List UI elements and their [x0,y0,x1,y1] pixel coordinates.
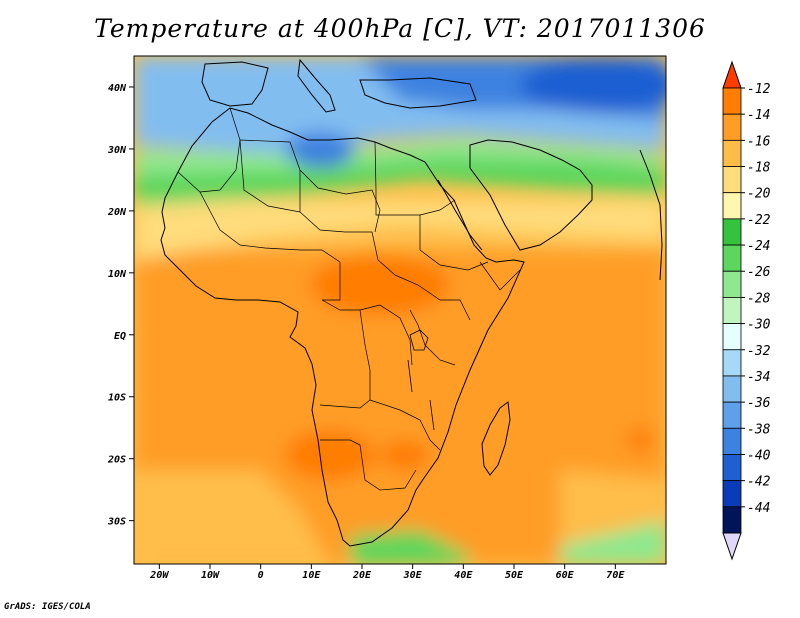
temp-region-4 [626,428,654,452]
temp-region-9 [134,140,666,175]
lake-malawi [429,399,435,431]
lat-tick-label: EQ [114,331,126,342]
lat-tick-label: 40N [108,83,127,94]
colorbar-swatch [722,454,742,482]
colorbar-swatch [722,218,742,246]
colorbar-swatch [722,401,742,429]
colorbar-swatch [722,192,742,220]
colorbar-label: -28 [747,291,771,306]
map-title: Temperature at 400hPa [C], VT: 201701130… [94,14,706,43]
colorbar-swatch [722,244,742,272]
map-axes: 20W 10W 0 10E 20E 30E 40E 50E 60E 70E 40N 30N 20N 10N… [107,83,625,581]
colorbar-label: -36 [747,396,771,411]
india-coastline [639,149,663,281]
coastlines [160,58,663,547]
colorbar-label: -42 [747,475,771,490]
colorbar-label: -34 [747,370,770,385]
madagascar-coastline [481,401,511,476]
colorbar-swatch [722,427,742,455]
colorbar-label: -22 [747,213,771,228]
colorbar-label: -40 [747,448,771,463]
colorbar-label: -44 [747,501,770,516]
colorbar-label: -30 [747,318,771,333]
temp-region-6 [134,200,666,260]
lon-tick-label: 10E [302,570,321,581]
colorbar-label: -38 [747,422,771,437]
lon-tick-label: 50E [505,570,524,581]
lon-tick-label: 60E [556,570,575,581]
colorbar-swatch [722,87,742,115]
colorbar-label: -16 [747,134,771,149]
greece-turkey-coastline [359,77,477,109]
colorbar-swatch [722,349,742,377]
colorbar-bottom-arrow [722,532,742,561]
colorbar-label: -18 [747,161,771,176]
map-plot-area [134,56,666,564]
colorbar-swatch [722,323,742,351]
lon-tick-label: 70E [606,570,625,581]
lake-tanganyika [407,359,413,393]
lake-victoria [409,329,429,351]
lon-tick-label: 30E [403,570,423,581]
colorbar-label: -24 [747,239,770,254]
colorbar-label: -32 [747,344,771,359]
lat-tick-label: 20N [107,207,127,218]
colorbar-label: -12 [747,82,771,97]
lat-tick-label: 30S [107,517,126,528]
lat-tick-label: 10N [108,269,127,280]
colorbar-label: -20 [747,187,771,202]
colorbar-swatch [722,480,742,508]
temperature-field [134,56,666,564]
colorbar-swatch [722,113,742,141]
colorbar-swatch [722,297,742,324]
temp-region-8 [134,150,666,205]
temp-region-15 [560,520,666,564]
lat-tick-label: 20S [107,455,126,466]
italy-coastline [297,58,336,113]
country-borders [177,107,521,491]
africa-coastline [160,107,525,547]
temp-region-1 [310,255,450,315]
lon-tick-label: 40E [454,570,473,581]
lon-tick-label: 20W [149,570,169,581]
lakes [407,329,435,431]
lon-tick-label: 20E [352,570,372,581]
colorbar-label: -26 [747,265,771,280]
colorbar-label: -14 [747,108,770,123]
colorbar-swatch [722,270,742,298]
map-frame [133,55,667,565]
colorbar-swatch [722,375,742,403]
temp-region-5 [134,470,330,564]
temp-region-13 [285,132,355,168]
lon-tick-label: 10W [201,570,220,581]
lon-tick-label: 0 [258,570,264,581]
colorbar: -12 -14 -16 -18 -20 -22 -24 -26 -28 -30 -32 -34 -36 -… [722,60,771,561]
arabia-coastline [469,139,593,251]
lat-tick-label: 10S [108,393,126,404]
temp-region-12 [520,57,666,113]
colorbar-top-arrow [722,60,742,89]
temp-region-2 [285,430,375,480]
iberia-coastline [201,61,269,107]
colorbar-swatch [722,506,742,534]
temp-region-3 [380,440,430,470]
temp-region-14 [350,530,470,564]
lat-tick-label: 30N [107,145,127,156]
colorbar-swatch [722,139,742,167]
red-sea-border [437,179,483,251]
grads-credit: GrADS: IGES/COLA [4,602,91,612]
colorbar-swatch [722,166,742,194]
